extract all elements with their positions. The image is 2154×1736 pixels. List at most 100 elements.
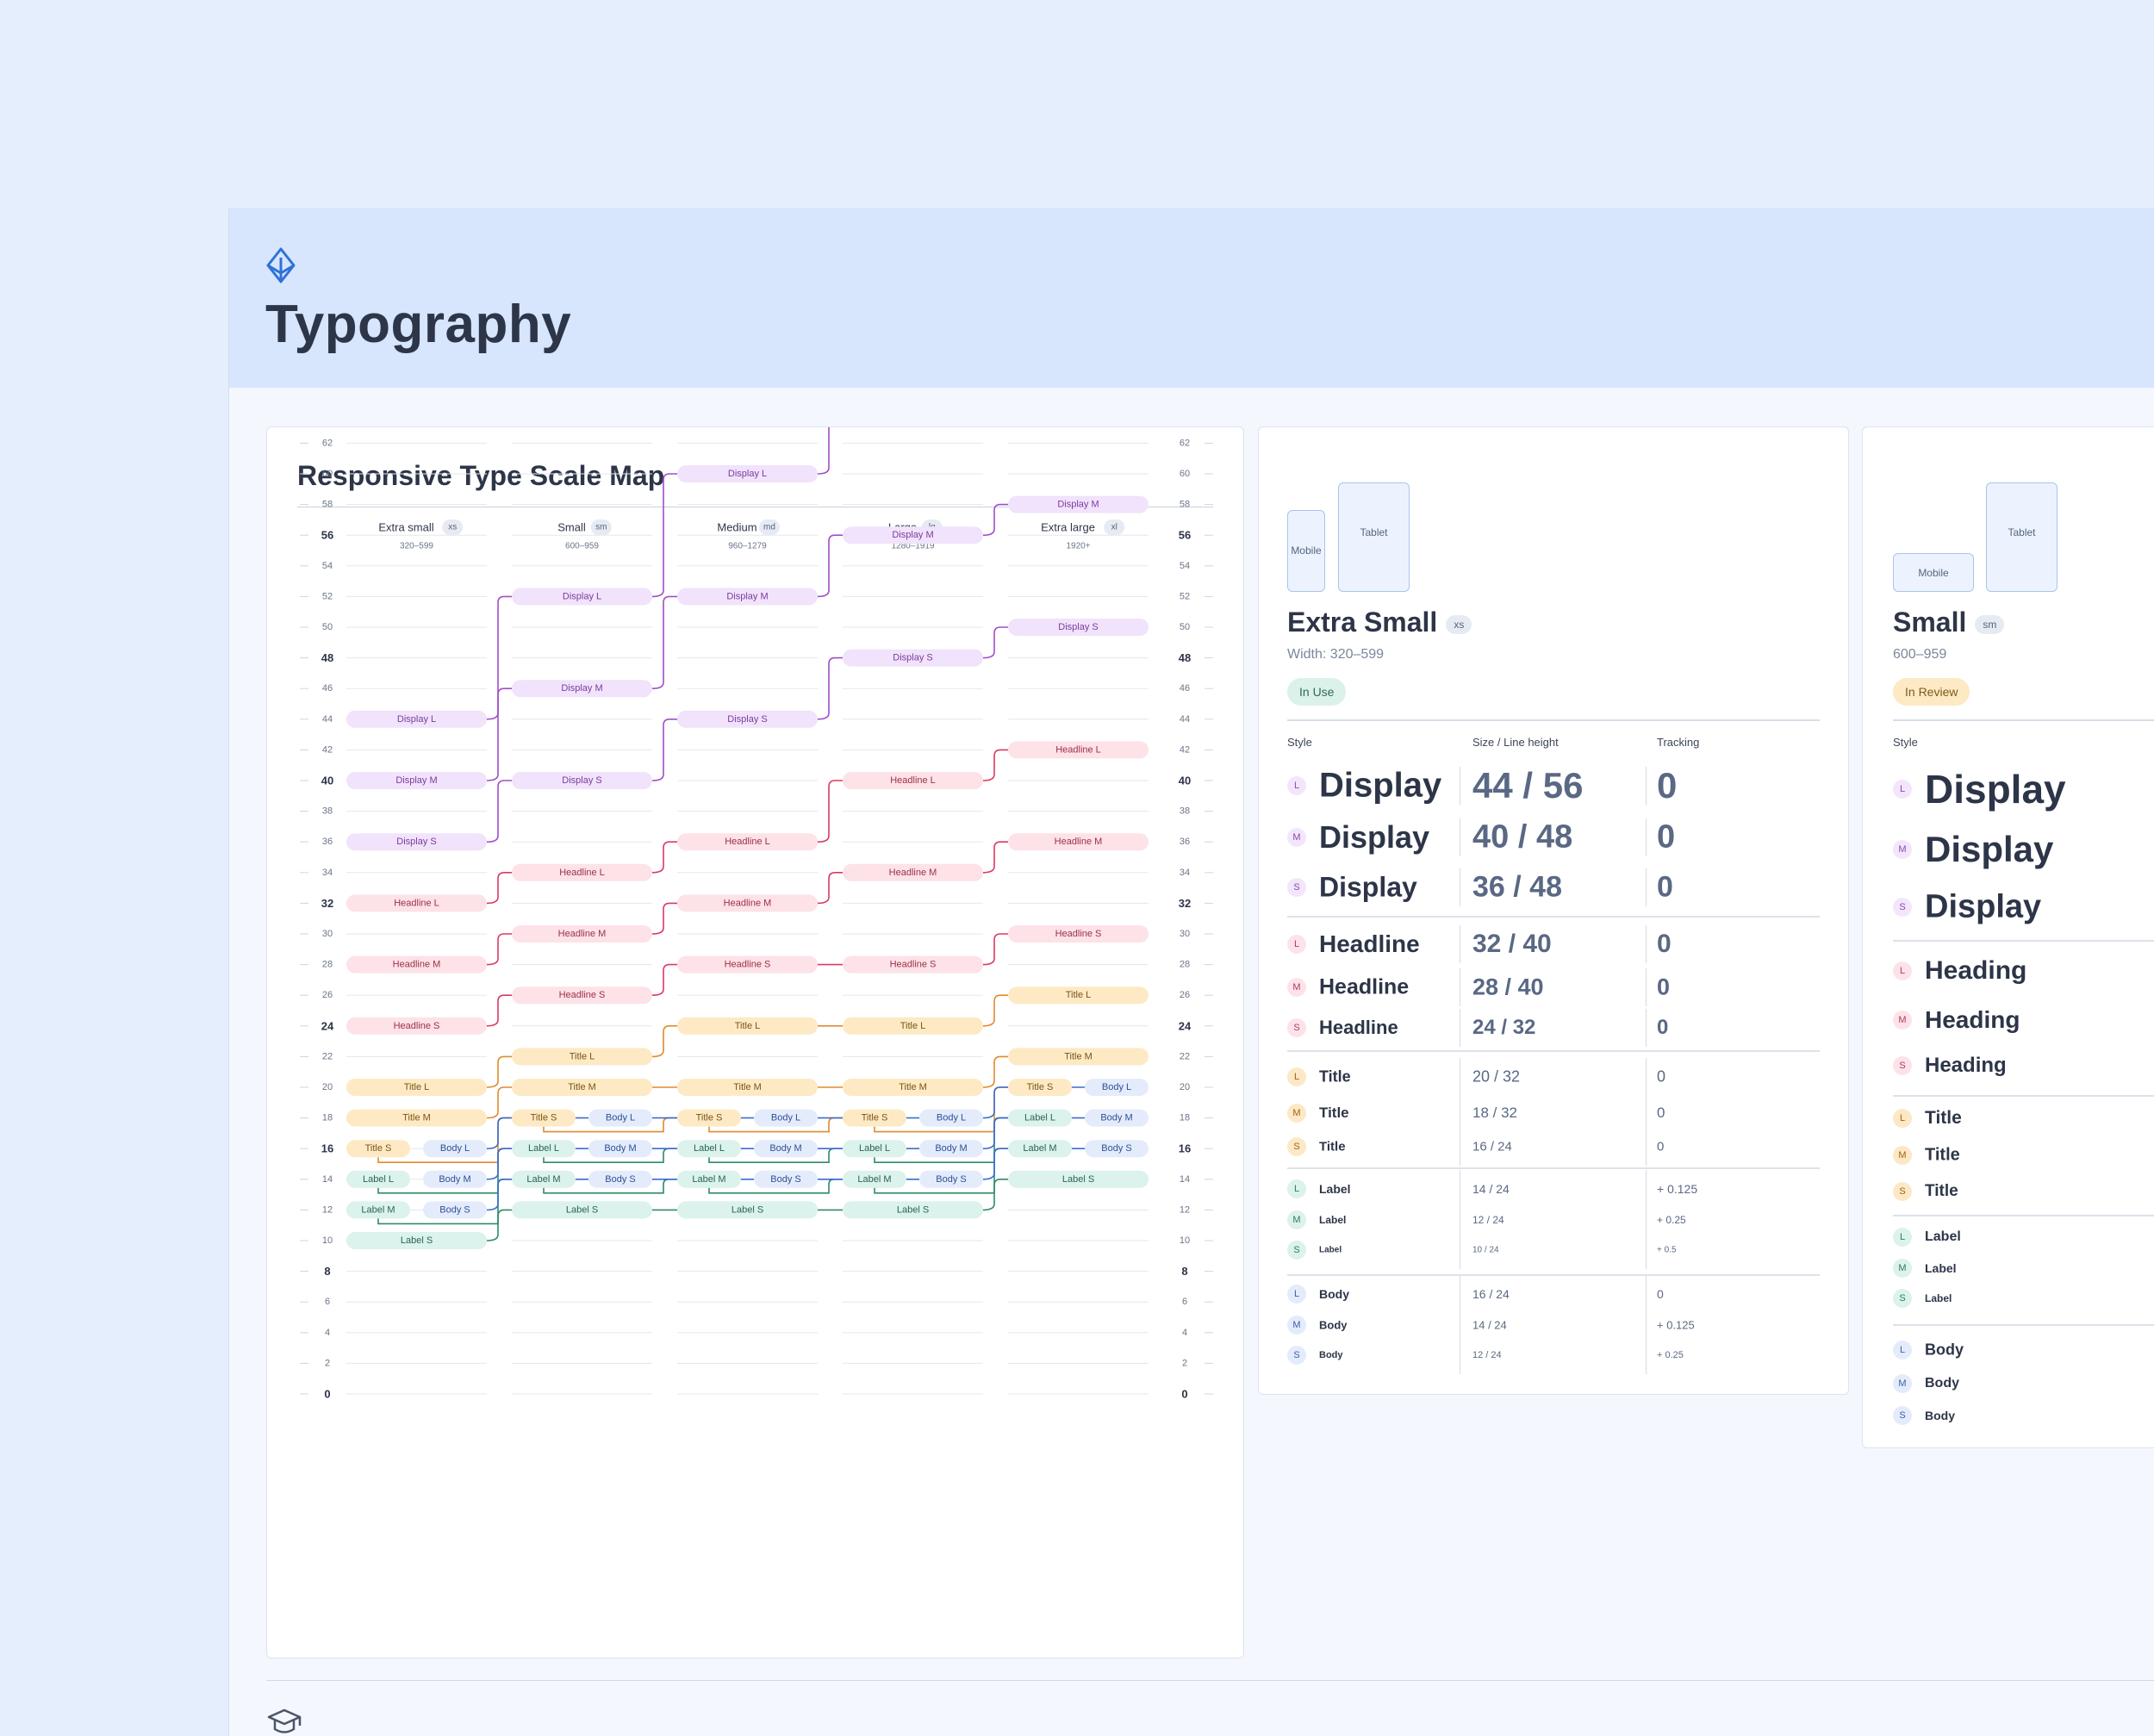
axis-tick-label: 34 <box>322 868 333 878</box>
tracking-value: 0 <box>1657 870 1673 904</box>
scale-connector <box>486 933 512 966</box>
axis-tick-label: 38 <box>322 806 333 817</box>
axis-tick-label: 8 <box>1181 1265 1187 1278</box>
breakpoint-tag-pill <box>442 520 464 535</box>
type-style-row: MHeading3 <box>1863 994 2154 1046</box>
type-style-pill <box>1008 1109 1072 1127</box>
axis-tick-label: 12 <box>322 1204 333 1215</box>
size-badge: M <box>1893 840 1912 859</box>
axis-tick-label: 46 <box>322 683 333 694</box>
axis-tick-label: 36 <box>322 837 333 847</box>
size-line-height: 36 / 48 <box>1472 870 1562 904</box>
type-style-label: Body S <box>936 1174 966 1185</box>
size-badge: L <box>1893 1341 1912 1360</box>
scale-connector <box>982 1179 1008 1211</box>
size-line-height: 16 / 24 <box>1472 1139 1512 1154</box>
type-style-label: Label L <box>528 1143 559 1154</box>
divider <box>266 1680 2154 1681</box>
style-name: Heading <box>1925 956 2027 985</box>
status-badge: In Use <box>1287 678 1347 706</box>
axis-tick-label: 52 <box>1180 591 1190 601</box>
axis-tick-label: 30 <box>322 929 333 939</box>
graduation-cap-icon <box>267 1708 302 1733</box>
breakpoint-header: Extra large <box>1041 521 1095 534</box>
size-badge: S <box>1287 1137 1306 1156</box>
style-name: Heading <box>1925 1054 2007 1077</box>
style-name: Headline <box>1319 974 1410 999</box>
scale-connector <box>982 1148 1085 1180</box>
scale-connector <box>486 1209 512 1241</box>
axis-tick-label: 60 <box>322 469 333 479</box>
type-style-pill <box>512 1201 652 1219</box>
type-style-pill <box>1008 495 1149 513</box>
size-line-height: 20 / 32 <box>1472 1067 1521 1086</box>
axis-tick-label: 28 <box>322 960 333 970</box>
breakpoint-card-sm[interactable]: Mobile Tablet Small sm 600–959 In Review … <box>1862 426 2154 1448</box>
type-style-row: M Label 12 / 24 + 0.25 <box>1259 1194 1848 1246</box>
scale-connector <box>486 1179 588 1211</box>
size-badge: M <box>1893 1374 1912 1393</box>
type-style-pill <box>1008 1170 1149 1188</box>
type-style-label: Headline M <box>1055 837 1103 847</box>
style-name: Body <box>1925 1341 1964 1359</box>
type-style-pill <box>843 526 983 544</box>
type-style-row: L Label 14 / 24 + 0.125 <box>1259 1163 1848 1215</box>
scale-connector <box>982 841 1008 874</box>
type-style-pill <box>588 1140 652 1158</box>
design-system-logo-icon <box>266 247 296 283</box>
tracking-value: 0 <box>1657 818 1676 856</box>
type-style-label: Body L <box>771 1113 800 1123</box>
scale-connector <box>486 994 512 1027</box>
breakpoint-range: 1280–1919 <box>891 542 934 551</box>
tablet-label: Tablet <box>1360 526 1388 538</box>
tracking-value: 0 <box>1657 1287 1664 1301</box>
size-badge: M <box>1287 978 1306 997</box>
breakpoint-tag-pill <box>759 520 780 535</box>
size-badge: M <box>1287 828 1306 847</box>
type-style-label: Display M <box>561 683 602 694</box>
scale-connector <box>982 933 1008 966</box>
tracking-value: 0 <box>1657 1139 1665 1154</box>
scale-connector <box>817 534 843 598</box>
axis-tick-label: 12 <box>1180 1204 1190 1215</box>
type-style-pill <box>1008 986 1149 1005</box>
tracking-value: 0 <box>1657 974 1671 1000</box>
type-style-row: LHeading3 <box>1863 945 2154 997</box>
axis-tick-label: 22 <box>1180 1051 1190 1061</box>
type-style-pill <box>677 1170 741 1188</box>
type-style-row: L Display 44 / 56 0 <box>1259 760 1848 812</box>
axis-tick-label: 58 <box>322 500 333 510</box>
axis-tick-label: 6 <box>1182 1297 1187 1307</box>
type-style-pill <box>843 772 983 789</box>
axis-tick-label: 50 <box>1180 622 1190 632</box>
size-line-height: 24 / 32 <box>1472 1016 1536 1039</box>
type-style-row: M Body 14 / 24 + 0.125 <box>1259 1299 1848 1351</box>
style-name: Label <box>1319 1182 1351 1196</box>
axis-tick-label: 48 <box>1179 651 1191 664</box>
column-separator <box>1646 1275 1647 1313</box>
type-style-pill <box>346 1201 410 1219</box>
type-style-pill <box>1008 833 1149 851</box>
type-style-label: Title M <box>402 1113 431 1123</box>
group-divider <box>1893 1095 2154 1097</box>
size-badge: L <box>1893 780 1912 799</box>
scale-connector <box>651 841 677 874</box>
type-style-label: Label L <box>859 1143 890 1154</box>
breakpoint-card-xs[interactable]: Mobile Tablet Extra Small xs Width: 320–5… <box>1258 426 1849 1395</box>
type-style-label: Display M <box>1057 500 1099 510</box>
type-style-label: Title L <box>570 1051 595 1061</box>
tracking-value: + 0.25 <box>1657 1350 1684 1360</box>
breakpoint-name: Extra Small xs <box>1287 607 1472 638</box>
type-style-label: Body M <box>439 1174 470 1185</box>
breakpoint-tag: xs <box>1446 614 1472 634</box>
type-style-pill <box>1008 619 1149 636</box>
axis-tick-label: 32 <box>1179 897 1191 910</box>
scale-connector <box>486 1055 512 1088</box>
type-style-label: Title S <box>862 1113 888 1123</box>
style-name: Body <box>1319 1287 1349 1301</box>
type-style-pill <box>346 772 487 789</box>
type-style-row: S Headline 24 / 32 0 <box>1259 1002 1848 1054</box>
size-line-height: 32 / 40 <box>1472 930 1552 958</box>
